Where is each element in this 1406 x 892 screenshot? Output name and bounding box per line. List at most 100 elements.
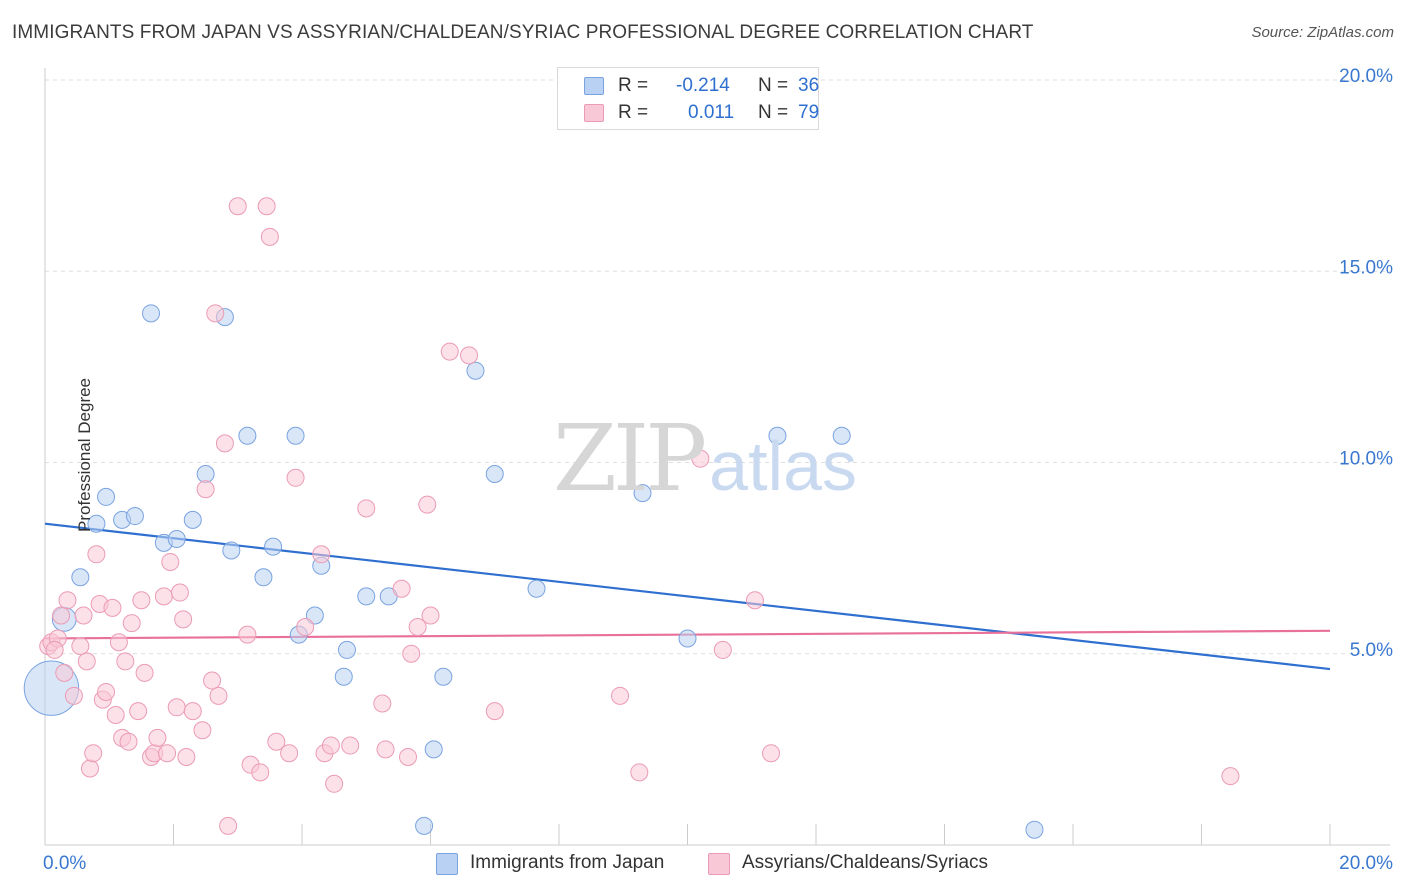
- point-assyrian: [154, 587, 173, 606]
- point-assyrian: [1221, 767, 1240, 786]
- point-japan: [678, 629, 697, 648]
- point-japan: [87, 514, 106, 533]
- point-japan: [485, 464, 504, 483]
- y-tick-label: 20.0%: [1339, 66, 1393, 87]
- point-japan: [832, 426, 851, 445]
- watermark-zip: ZIP: [553, 405, 707, 512]
- point-japan: [167, 530, 186, 548]
- data-points: [23, 197, 1240, 839]
- stats-swatch-assyrian: [584, 104, 604, 122]
- point-assyrian: [267, 732, 286, 751]
- y-tick-label: 5.0%: [1350, 640, 1393, 661]
- point-japan: [424, 740, 443, 759]
- point-assyrian: [219, 816, 238, 835]
- grid-lines: [45, 79, 1390, 655]
- point-assyrian: [630, 763, 649, 782]
- point-assyrian: [116, 652, 135, 671]
- point-assyrian: [183, 702, 202, 721]
- point-assyrian: [170, 583, 189, 602]
- point-assyrian: [713, 640, 732, 659]
- point-assyrian: [84, 744, 103, 763]
- point-assyrian: [167, 698, 186, 717]
- point-assyrian: [45, 640, 64, 659]
- point-assyrian: [238, 625, 257, 644]
- stats-r-value-japan: -0.214: [676, 75, 730, 96]
- point-japan: [196, 464, 215, 483]
- point-japan: [254, 568, 273, 587]
- point-japan: [305, 606, 324, 625]
- point-assyrian: [485, 702, 504, 721]
- point-assyrian: [148, 728, 167, 747]
- stats-n-value-japan: 36: [798, 75, 820, 96]
- legend-label-japan: Immigrants from Japan: [470, 852, 665, 873]
- point-assyrian: [321, 736, 340, 755]
- legend-swatch-japan: [436, 853, 458, 875]
- point-assyrian: [341, 736, 360, 755]
- point-assyrian: [392, 579, 411, 598]
- point-assyrian: [196, 480, 215, 499]
- axes: [44, 68, 1390, 846]
- point-assyrian: [325, 774, 344, 793]
- point-japan: [434, 667, 453, 686]
- point-assyrian: [135, 663, 154, 682]
- watermark: ZIPatlas: [553, 405, 857, 512]
- point-assyrian: [74, 606, 93, 625]
- point-japan: [466, 361, 485, 380]
- point-japan: [286, 426, 305, 445]
- point-japan: [357, 587, 376, 606]
- legend-label-assyrian: Assyrians/Chaldeans/Syriacs: [742, 852, 989, 873]
- point-assyrian: [286, 468, 305, 487]
- point-japan: [527, 579, 546, 598]
- stats-r-label: R =: [618, 75, 649, 96]
- point-assyrian: [77, 652, 96, 671]
- point-assyrian: [177, 748, 196, 767]
- point-japan: [222, 541, 241, 560]
- point-assyrian: [296, 617, 315, 636]
- point-japan: [768, 426, 787, 445]
- legend-swatch-assyrian: [708, 853, 730, 875]
- point-assyrian: [122, 614, 141, 633]
- point-assyrian: [58, 591, 77, 610]
- point-assyrian: [421, 606, 440, 625]
- point-assyrian: [109, 633, 128, 652]
- point-assyrian: [206, 304, 225, 323]
- x-tick-label: 20.0%: [1339, 853, 1393, 874]
- point-assyrian: [376, 740, 395, 759]
- point-japan: [125, 507, 144, 526]
- point-assyrian: [418, 495, 437, 514]
- point-assyrian: [228, 197, 247, 216]
- stats-r-value-assyrian: 0.011: [688, 102, 735, 123]
- point-japan: [97, 487, 116, 506]
- watermark-atlas: atlas: [709, 427, 858, 505]
- point-assyrian: [106, 705, 125, 724]
- point-assyrian: [103, 598, 122, 617]
- point-assyrian: [209, 686, 228, 705]
- point-assyrian: [312, 545, 331, 564]
- y-tick-labels: 5.0% 10.0% 15.0% 20.0%: [1339, 66, 1393, 661]
- y-axis-label: Professional Degree: [75, 377, 95, 533]
- source-note: Source: ZipAtlas.com: [1251, 24, 1394, 41]
- point-japan: [264, 537, 283, 556]
- point-japan: [633, 484, 652, 503]
- point-japan: [142, 304, 161, 323]
- point-assyrian: [52, 606, 71, 625]
- point-assyrian: [71, 637, 90, 656]
- point-japan: [334, 667, 353, 686]
- point-japan: [238, 426, 257, 445]
- stats-box: R = -0.214 N = 36 R = 0.011 N = 79: [557, 67, 819, 130]
- point-assyrian: [745, 591, 764, 610]
- point-assyrian: [460, 346, 479, 365]
- point-assyrian: [129, 702, 148, 721]
- point-assyrian: [402, 644, 421, 663]
- point-japan: [337, 640, 356, 659]
- point-japan: [1025, 820, 1044, 839]
- point-assyrian: [357, 499, 376, 518]
- point-assyrian: [260, 227, 279, 246]
- x-tick-label: 0.0%: [43, 853, 86, 874]
- point-assyrian: [251, 763, 270, 782]
- point-assyrian: [611, 686, 630, 705]
- point-assyrian: [55, 663, 74, 682]
- point-assyrian: [158, 744, 177, 763]
- point-assyrian: [373, 694, 392, 713]
